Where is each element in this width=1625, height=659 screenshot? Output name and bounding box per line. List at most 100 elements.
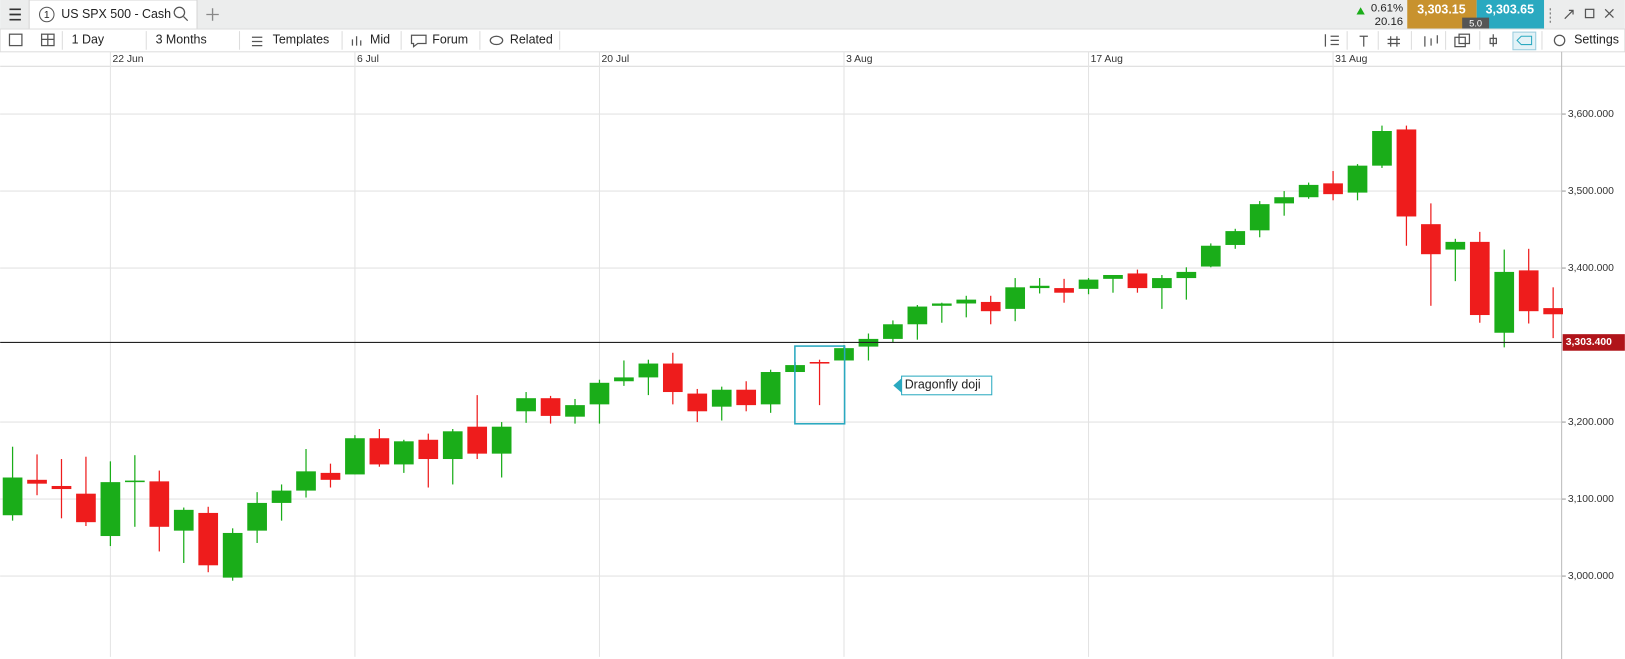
related[interactable]: Related	[510, 33, 553, 47]
candle-body	[540, 398, 561, 416]
x-tick-label: 6 Jul	[357, 54, 379, 65]
candle-body	[931, 303, 952, 306]
candle-body	[369, 438, 390, 465]
candle-body	[442, 431, 463, 460]
forum[interactable]: Forum	[432, 33, 468, 47]
x-tick-label: 20 Jul	[602, 54, 630, 65]
candle-body	[1249, 204, 1270, 231]
candle-body	[247, 502, 267, 531]
sell-price: 3,303.15	[1417, 3, 1465, 17]
toolbar-icons[interactable]	[8, 31, 1566, 51]
y-tick-label: 3,000.000	[1568, 571, 1614, 582]
candle-body	[614, 377, 634, 382]
candle-body	[1518, 270, 1539, 312]
candle-body	[271, 490, 292, 503]
candle-body	[638, 363, 659, 378]
tab-number: 1	[44, 10, 50, 21]
y-tick-label: 3,500.000	[1568, 186, 1614, 197]
candle-body	[516, 398, 536, 412]
candle-body	[1445, 241, 1466, 250]
candle-body	[907, 306, 928, 325]
candle-body	[27, 479, 47, 484]
settings[interactable]: Settings	[1574, 33, 1619, 47]
annotation-box	[901, 375, 993, 396]
annotation-pointer	[893, 378, 902, 393]
y-tick-label: 3,600.000	[1568, 109, 1614, 120]
y-tick-label: 3,200.000	[1568, 417, 1614, 428]
up-arrow	[1356, 7, 1365, 15]
change-percent: 0.61%	[1371, 2, 1403, 14]
candle-body	[1396, 129, 1417, 217]
candle-body	[320, 472, 341, 480]
candle-body	[809, 362, 830, 364]
last-price-label: 3,303.400	[1566, 337, 1612, 348]
spread-box	[1462, 17, 1490, 30]
candle-body	[76, 493, 96, 523]
candle-body	[883, 324, 903, 339]
candle-body	[296, 471, 316, 491]
candle-body	[125, 480, 145, 483]
candle-body	[1469, 241, 1490, 316]
candle-body	[1103, 274, 1123, 279]
plot: 3,000.000 3,100.000 3,200.000 3,400.000 3,50…	[0, 51, 1625, 657]
candle-body	[1225, 231, 1246, 245]
candle-body	[1298, 184, 1319, 198]
range[interactable]: 3 Months	[156, 33, 207, 47]
last-price-box	[1562, 334, 1625, 351]
candle-body	[100, 482, 121, 537]
candle-body	[1054, 288, 1074, 293]
add-tab[interactable]	[206, 8, 219, 21]
spread: 5.0	[1469, 18, 1482, 28]
candle-body	[1543, 308, 1563, 315]
x-tick-label: 22 Jun	[112, 54, 143, 65]
candle-body	[1127, 273, 1148, 289]
change: 20.16	[1375, 16, 1403, 28]
candle-body	[1274, 197, 1295, 204]
candle-body	[1494, 271, 1515, 333]
candle-body	[1372, 130, 1392, 166]
templates[interactable]: Templates	[273, 33, 330, 47]
candle-body	[956, 299, 977, 304]
candle-body	[1152, 278, 1172, 289]
candle-body	[565, 405, 585, 417]
candle-body	[491, 426, 512, 454]
candle-body	[2, 477, 23, 516]
x-tick-label: 17 Aug	[1091, 54, 1124, 65]
top-bar	[0, 0, 1625, 30]
candle-body	[687, 393, 708, 412]
interval[interactable]: 1 Day	[72, 33, 105, 47]
candle-body	[1078, 279, 1099, 289]
candle-body	[736, 389, 757, 406]
window-controls[interactable]	[1549, 8, 1614, 23]
candle-body	[149, 481, 170, 527]
buy-price: 3,303.65	[1486, 3, 1534, 17]
tab-number-circle	[39, 6, 55, 23]
candle-body	[1005, 287, 1026, 309]
candle-body	[467, 426, 488, 454]
candle-body	[393, 441, 414, 465]
candle-body	[1323, 183, 1343, 195]
candle-body	[222, 532, 243, 578]
candle-body	[1421, 224, 1441, 255]
annotation: Dragonfly doji	[905, 378, 981, 392]
toolbar	[0, 28, 1625, 53]
candle-body	[418, 439, 439, 460]
highlight-box	[794, 345, 846, 425]
y-tick-label: 3,400.000	[1568, 263, 1614, 274]
candle-body	[345, 438, 365, 475]
candle-body	[1200, 245, 1221, 267]
candle-body	[173, 509, 194, 531]
toolbar-separators	[61, 31, 1543, 50]
menu-button[interactable]	[9, 8, 21, 21]
candle-body	[711, 389, 732, 407]
y-tick-label: 3,100.000	[1568, 494, 1614, 505]
price-type[interactable]: Mid	[370, 33, 390, 47]
instrument-name: US SPX 500 - Cash	[61, 7, 171, 21]
candle-body	[1029, 285, 1050, 289]
x-tick-label: 31 Aug	[1335, 54, 1368, 65]
candle-body	[198, 512, 219, 566]
candle-body	[51, 485, 72, 490]
search-icon[interactable]	[173, 6, 189, 22]
